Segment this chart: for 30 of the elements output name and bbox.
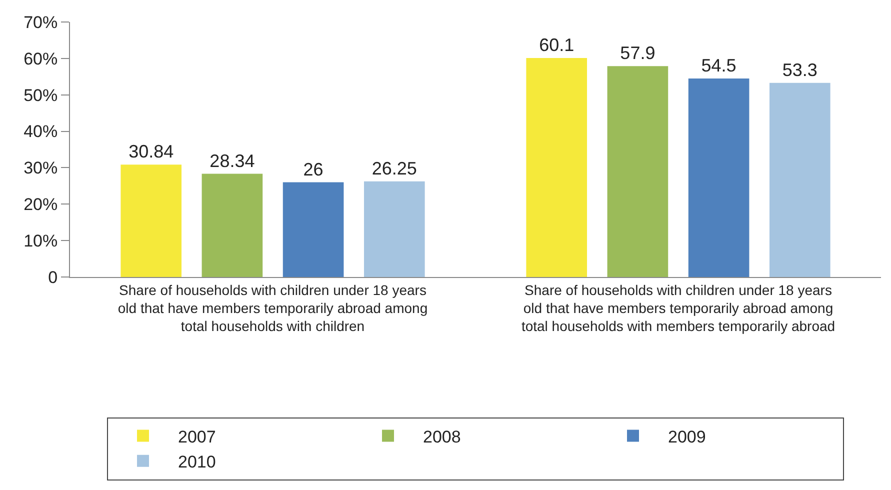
bar xyxy=(769,82,830,277)
data-label: 26.25 xyxy=(372,158,417,178)
x-tick-label: Share of households with children under 18 years old that have members temporarily abroad among total households with members temporarily abroad xyxy=(521,282,836,334)
y-tick-label: 40% xyxy=(24,122,58,142)
legend-label: 2010 xyxy=(178,452,216,472)
y-tick-label: 70% xyxy=(24,12,58,32)
x-tick-label: Share of households with children under 18 years old that have members temporarily abroad among total households with children xyxy=(118,282,428,334)
y-tick-label: 50% xyxy=(24,86,58,105)
y-tick-label: 20% xyxy=(24,195,58,214)
bar xyxy=(526,58,588,277)
bar xyxy=(607,66,668,277)
data-label: 57.9 xyxy=(620,43,656,64)
y-tick-label: 0 xyxy=(48,268,58,287)
data-label: 28.34 xyxy=(210,150,255,171)
bar xyxy=(688,78,750,277)
y-tick-label: 10% xyxy=(24,232,58,251)
bar xyxy=(120,164,182,277)
legend-label: 2009 xyxy=(668,427,706,446)
data-label: 60.1 xyxy=(539,35,574,56)
data-label: 53.3 xyxy=(782,60,818,80)
legend-label: 2007 xyxy=(178,427,216,446)
data-label: 30.84 xyxy=(128,142,174,162)
y-tick-label: 60% xyxy=(24,49,58,68)
bar xyxy=(364,181,425,277)
data-label: 54.5 xyxy=(701,55,736,76)
data-label: 26 xyxy=(303,159,324,180)
bar xyxy=(202,174,263,277)
y-tick-label: 30% xyxy=(24,158,58,178)
bar xyxy=(282,182,344,277)
legend-label: 2008 xyxy=(423,427,461,446)
